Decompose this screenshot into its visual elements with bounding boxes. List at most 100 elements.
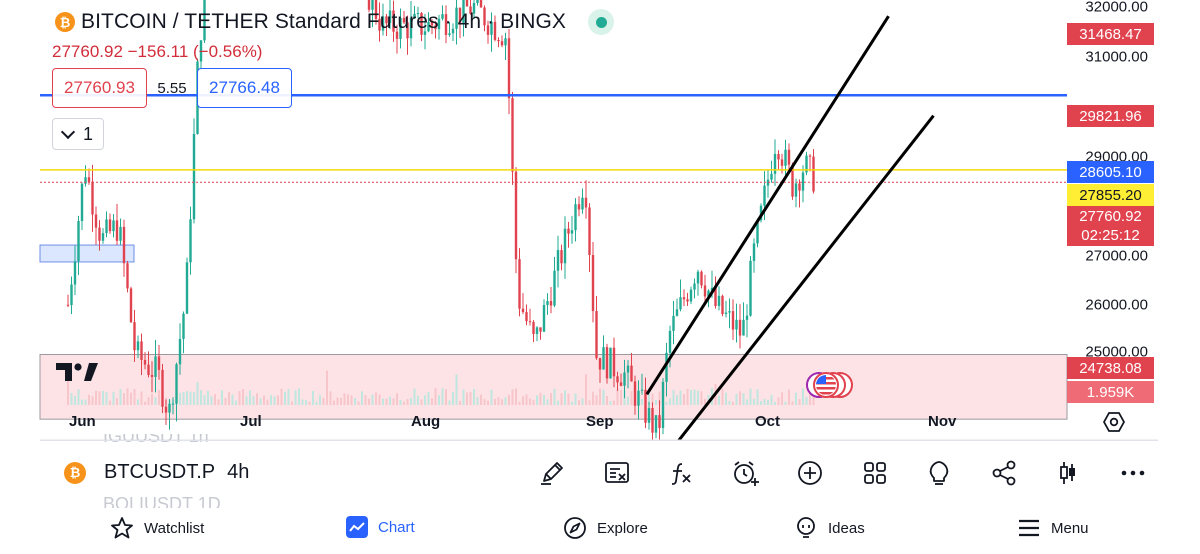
candle-body: [808, 155, 812, 157]
volume-bar: [774, 401, 776, 405]
candle-body: [112, 220, 115, 232]
candle-body: [143, 360, 147, 365]
volume-bar: [784, 401, 787, 405]
chart-tools: [520, 455, 1165, 491]
candle-body: [171, 403, 175, 405]
volume-bar: [518, 401, 521, 405]
volume-bar: [214, 394, 216, 405]
layout-button[interactable]: [843, 455, 908, 491]
candle-body: [738, 319, 742, 336]
candle-body: [794, 183, 798, 197]
volume-bar: [424, 395, 426, 405]
time-label-sep: Sep: [586, 413, 614, 430]
share-button[interactable]: [972, 455, 1037, 491]
volume-bar: [494, 398, 496, 405]
volume-bar: [529, 398, 531, 405]
candle-body: [633, 381, 637, 406]
candle-body: [682, 297, 686, 300]
alert-icon: [733, 461, 759, 486]
support-zone: [39, 354, 1068, 420]
candle-body: [535, 327, 539, 335]
nav-chart[interactable]: Chart: [346, 516, 415, 538]
market-open-indicator[interactable]: [588, 9, 615, 35]
ideas-button[interactable]: [907, 455, 972, 491]
volume-bar: [445, 389, 447, 405]
volume-bar: [137, 399, 139, 405]
volume-bar: [319, 395, 321, 405]
volume-bar: [627, 396, 629, 405]
volume-bar: [347, 394, 349, 405]
candle-body: [157, 356, 161, 370]
candle-body: [381, 16, 385, 31]
volume-bar: [350, 395, 353, 405]
candle-body: [108, 219, 112, 232]
sell-button[interactable]: 27760.93: [52, 68, 147, 108]
volume-bar: [732, 401, 734, 405]
volume-bar: [655, 400, 657, 405]
nav-explore[interactable]: Explore: [563, 516, 648, 540]
chart-area[interactable]: ₿ BITCOIN / TETHER Standard Futures · 4h…: [0, 0, 1200, 440]
volume-bar: [679, 390, 682, 405]
volume-bar: [616, 389, 619, 405]
indicators-toggle-button[interactable]: 1: [52, 118, 104, 150]
volume-bar: [242, 389, 244, 405]
candle-body: [521, 308, 525, 313]
candle-body: [448, 33, 451, 35]
price-axis[interactable]: 32000.00 31000.00 29000.00 27000.00 2600…: [1070, 0, 1200, 405]
candle-body: [742, 319, 745, 336]
volume-bar: [389, 396, 391, 405]
volume-bar: [539, 392, 542, 405]
symbol-name[interactable]: BTCUSDT.P: [104, 461, 216, 483]
price-chart[interactable]: [0, 0, 1200, 440]
nav-menu[interactable]: Menu: [1017, 516, 1089, 540]
candle-body: [514, 171, 518, 260]
candle-body: [812, 156, 815, 192]
candle-body: [749, 260, 752, 316]
volume-bar: [403, 401, 405, 405]
symbol-selector[interactable]: ₿ BTCUSDT.P 4h: [64, 461, 249, 484]
candle-body: [490, 21, 493, 35]
candle-body: [486, 25, 490, 35]
nav-watchlist[interactable]: Watchlist: [110, 516, 204, 540]
volume-bar: [599, 388, 601, 405]
volume-bar: [798, 399, 801, 405]
live-dot-icon: [595, 16, 607, 28]
buy-button[interactable]: 27766.48: [197, 68, 292, 108]
candle-body: [175, 364, 178, 404]
volume-bar: [763, 398, 766, 405]
volume-bar: [270, 395, 272, 405]
volume-bar: [791, 401, 794, 405]
candle-body: [385, 16, 388, 24]
more-button[interactable]: [1101, 455, 1166, 491]
timeframe[interactable]: 4h: [227, 461, 250, 483]
nav-ideas[interactable]: Ideas: [794, 516, 865, 540]
volume-bar: [546, 399, 549, 405]
volume-bar: [224, 397, 227, 405]
volume-bar: [630, 390, 633, 405]
candle-body: [791, 164, 794, 197]
time-label-jun: Jun: [69, 413, 96, 430]
draw-button[interactable]: [520, 455, 585, 491]
symbol-title[interactable]: BITCOIN / TETHER Standard Futures · 4h ·…: [81, 10, 567, 33]
volume-bar: [147, 397, 150, 405]
volume-bar: [74, 395, 76, 405]
chart-type-button[interactable]: [1036, 455, 1101, 491]
chart-settings-icon[interactable]: [1103, 411, 1125, 433]
alert-button[interactable]: [714, 455, 779, 491]
volume-bar: [427, 391, 430, 405]
events-markers[interactable]: [802, 370, 854, 400]
candle-body: [434, 25, 437, 30]
volume-bar: [665, 401, 668, 405]
volume-bar: [186, 391, 188, 405]
volume-bar: [550, 392, 552, 405]
candle-body: [780, 159, 784, 166]
candle-body: [518, 259, 521, 309]
candle-body: [504, 38, 507, 46]
candle-body: [189, 219, 192, 263]
add-button[interactable]: [778, 455, 843, 491]
candle-body: [700, 271, 703, 286]
candle-body: [630, 365, 633, 382]
object-tree-button[interactable]: [585, 455, 650, 491]
candle-body: [710, 287, 714, 291]
indicators-button[interactable]: [649, 455, 714, 491]
